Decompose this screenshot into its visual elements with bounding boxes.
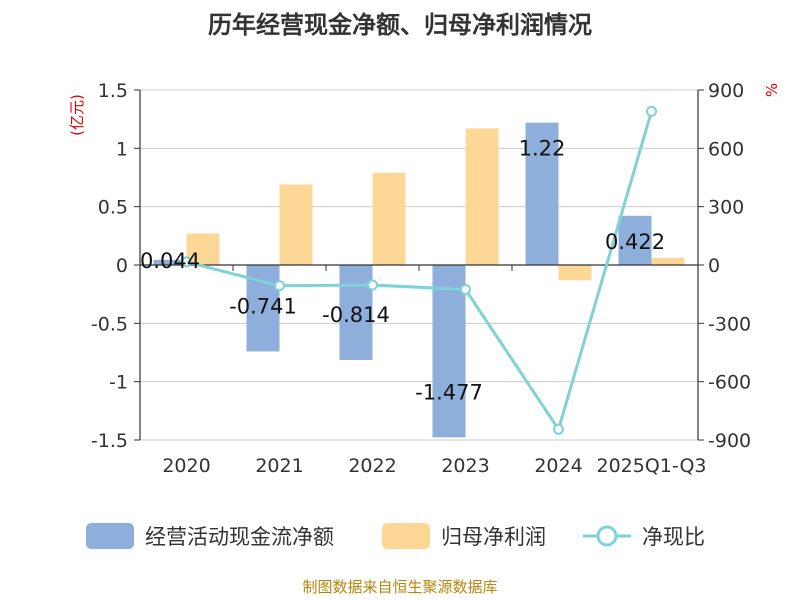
bars (153, 122, 685, 438)
legend-swatch-net-profit (382, 523, 430, 549)
bar-net-profit (279, 184, 313, 265)
right-tick-label: 900 (708, 80, 744, 102)
bar-net-profit (186, 233, 220, 265)
right-tick-label: -300 (708, 313, 751, 335)
cash-flow-label: -0.741 (229, 294, 297, 318)
x-tick-label: 2021 (255, 455, 303, 477)
legend-label-cash-flow: 经营活动现金流净额 (145, 525, 334, 549)
right-tick-label: 0 (708, 255, 720, 277)
left-tick-label: 0.5 (98, 197, 128, 219)
chart-title: 历年经营现金净额、归母净利润情况 (208, 11, 592, 39)
left-tick-label: 1.5 (98, 80, 128, 102)
ratio-line (181, 105, 657, 435)
bar-cash-flow (153, 259, 187, 265)
left-tick-labels: 1.5 1 0.5 0 -0.5 -1 -1.5 (91, 80, 128, 452)
bar-cash-flow (432, 265, 466, 438)
legend: 经营活动现金流净额 归母净利润 净现比 (86, 523, 705, 549)
ratio-point (367, 279, 378, 291)
ratio-line-path (186, 110, 653, 433)
left-tick-label: 1 (116, 138, 128, 160)
cash-flow-label: -1.477 (415, 380, 483, 404)
legend-marker-ratio (596, 525, 618, 547)
left-tick-label: -1.5 (91, 430, 128, 452)
bar-net-profit (465, 128, 499, 265)
legend-label-net-profit: 归母净利润 (441, 525, 546, 549)
bar-cash-flow (618, 215, 652, 265)
ratio-point (553, 423, 564, 435)
cash-flow-label: 0.044 (140, 249, 200, 273)
right-tick-labels: 900 600 300 0 -300 -600 -900 (708, 80, 751, 452)
ratio-point (274, 280, 285, 292)
right-tick-label: 600 (708, 138, 744, 160)
x-tick-label: 2023 (441, 455, 489, 477)
left-tick-label: -0.5 (91, 313, 128, 335)
legend-swatch-cash-flow (86, 523, 134, 549)
bar-net-profit (558, 265, 592, 281)
x-tick-label: 2025Q1-Q3 (597, 455, 707, 477)
cash-flow-label: -0.814 (322, 303, 390, 327)
right-tick-label: -900 (708, 430, 751, 452)
bar-cash-flow (525, 122, 559, 266)
right-axis-unit: % (763, 83, 781, 97)
data-source: 制图数据来自恒生聚源数据库 (302, 578, 497, 596)
left-axis-unit: (亿元) (68, 94, 86, 136)
bar-cash-flow (339, 265, 373, 360)
bar-net-profit (651, 258, 685, 265)
ratio-point (646, 105, 657, 117)
x-tick-label: 2020 (162, 455, 210, 477)
data-labels: 0.044 -0.741 -0.814 -1.477 1.22 0.422 (140, 137, 665, 405)
ratio-point (181, 256, 192, 268)
left-tick-label: -1 (109, 372, 128, 394)
left-tick-label: 0 (116, 255, 128, 277)
ratio-point (460, 284, 471, 295)
cash-flow-label: 0.422 (605, 230, 665, 254)
axes (134, 89, 704, 441)
x-tick-label: 2022 (348, 455, 396, 477)
x-tick-labels: 2020 2021 2022 2023 2024 2025Q1-Q3 (162, 455, 706, 477)
legend-label-ratio: 净现比 (642, 525, 705, 549)
cash-flow-label: 1.22 (519, 137, 566, 161)
right-tick-label: 300 (708, 197, 744, 219)
bar-net-profit (372, 172, 406, 265)
right-tick-label: -600 (708, 372, 751, 394)
x-tick-label: 2024 (534, 455, 582, 477)
